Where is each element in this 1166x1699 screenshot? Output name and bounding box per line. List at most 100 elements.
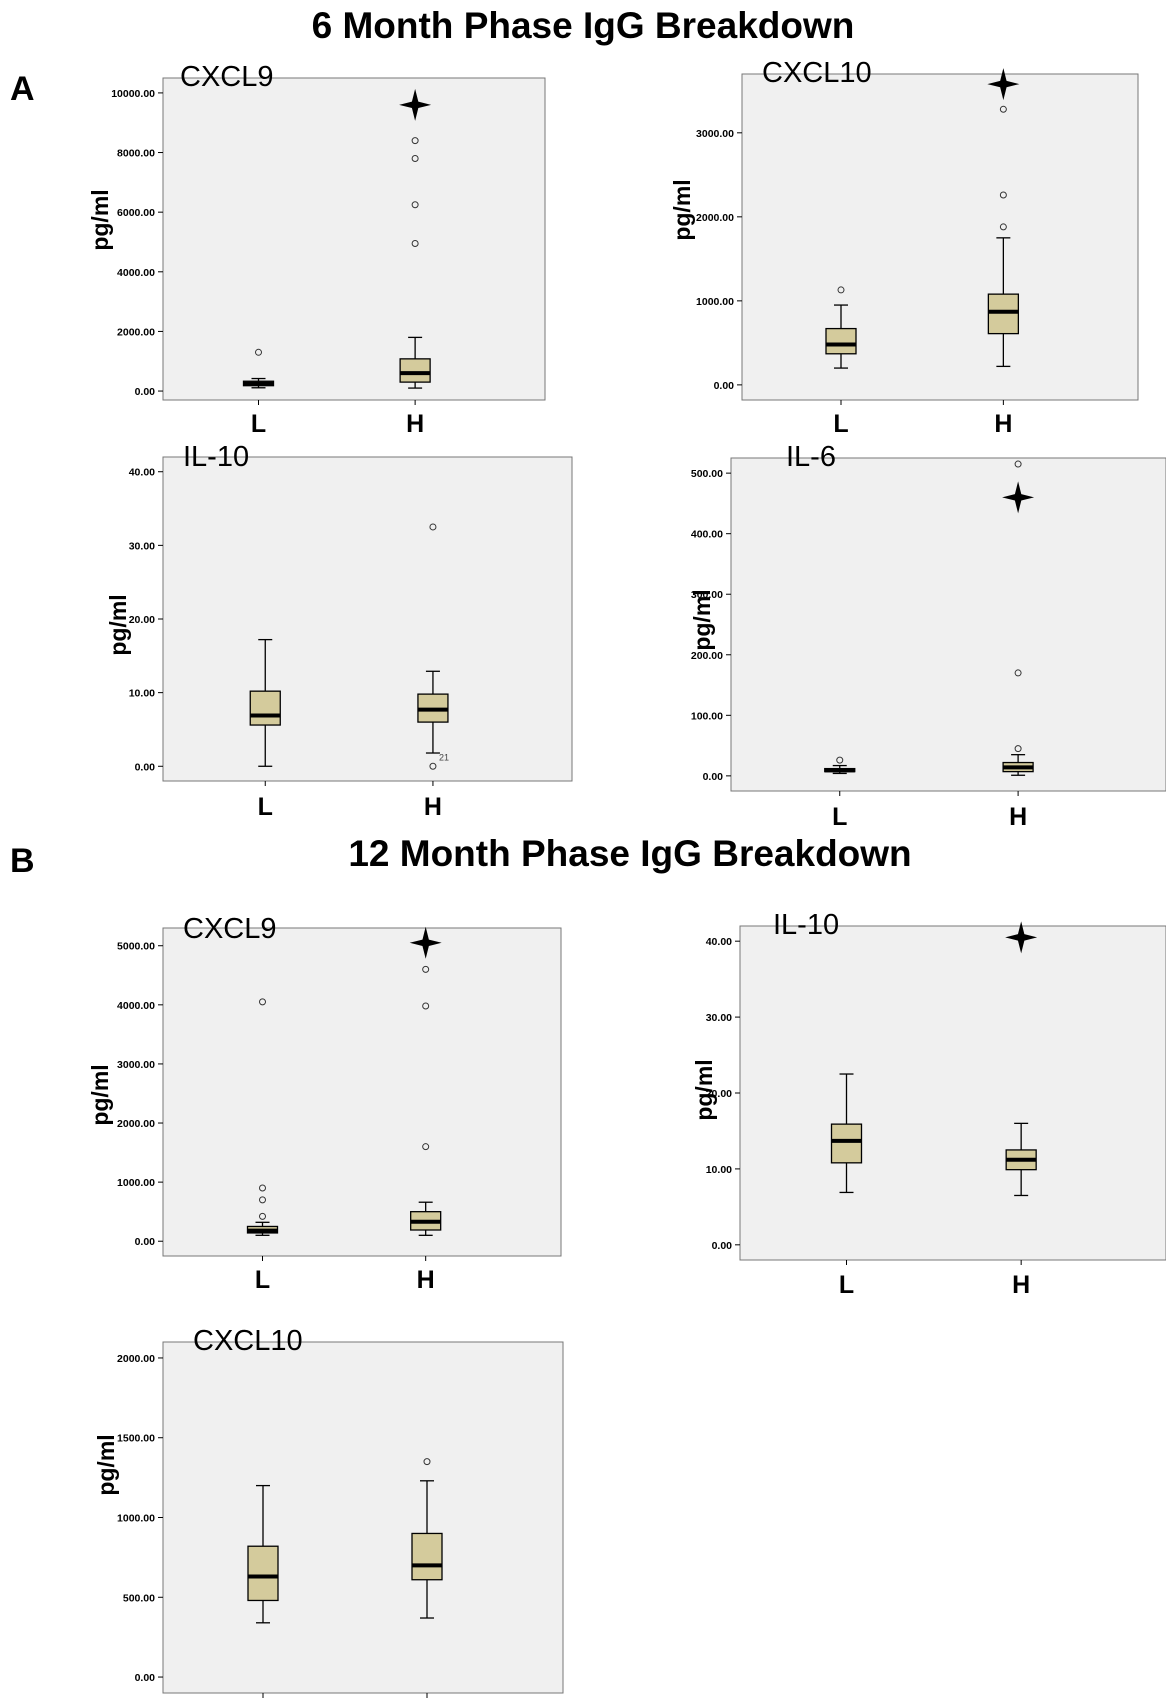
significance-star-icon	[409, 926, 442, 959]
category-label: L	[258, 793, 273, 821]
outlier-point	[1014, 745, 1022, 753]
plot-area	[162, 77, 546, 401]
iqr-box	[249, 690, 281, 726]
y-tick-label: 4000.00	[117, 267, 155, 279]
iqr-box	[825, 327, 857, 355]
category-label: H	[1012, 1271, 1030, 1299]
panels: 0.00 2000.00 4000.00 6000.00 8000.00 10000.00…	[87, 57, 1166, 1698]
y-tick-label: 2000.00	[117, 1118, 155, 1130]
plot-area	[730, 457, 1166, 792]
box-plot-panel: 0.00 10.00 20.00 30.00 40.00 IL-10 pg/ml L H	[691, 909, 1166, 1299]
y-tick-label: 0.00	[714, 380, 735, 392]
y-tick-label: 0.00	[135, 386, 156, 398]
y-tick-label: 1000.00	[117, 1513, 155, 1525]
y-tick-label: 2000.00	[117, 326, 155, 338]
panel-title: CXCL10	[193, 1325, 303, 1357]
box	[830, 1073, 863, 1194]
y-tick-label: 0.00	[135, 1236, 156, 1248]
panel-title: IL-10	[773, 909, 839, 941]
y-tick-label: 300.00	[691, 589, 723, 601]
section-a-letter: A	[10, 70, 35, 108]
y-tick-label: 500.00	[123, 1592, 155, 1604]
outlier-point	[429, 523, 437, 531]
y-axis-label: pg/ml	[691, 1059, 717, 1120]
box	[417, 523, 449, 770]
outlier-point	[423, 1458, 431, 1466]
box-plot-panel: 0.00 10.00 20.00 30.00 40.00 IL-10 pg/ml L H 21	[105, 441, 573, 821]
plot-area	[741, 73, 1139, 401]
y-tick-label: 20.00	[129, 614, 155, 626]
box-plot-panel: 0.00 1000.00 2000.00 3000.00 CXCL10 pg/ml L H	[669, 57, 1139, 438]
outlier-point	[259, 998, 266, 1006]
outlier-point	[837, 286, 845, 294]
significance-star-icon	[987, 68, 1020, 101]
y-tick-label: 8000.00	[117, 148, 155, 160]
y-tick-label: 1000.00	[696, 296, 734, 308]
box	[242, 348, 275, 389]
y-tick-label: 30.00	[706, 1012, 732, 1024]
y-axis-label: pg/ml	[689, 589, 715, 650]
significance-star-icon	[1005, 921, 1038, 954]
iqr-box	[987, 293, 1020, 335]
box	[246, 998, 279, 1236]
iqr-box	[399, 358, 431, 383]
box-plot-panel: 0.00 100.00 200.00 300.00 400.00 500.00 IL-6 pg…	[689, 441, 1166, 831]
box	[249, 638, 281, 767]
y-tick-label: 3000.00	[696, 128, 734, 140]
y-tick-label: 1000.00	[117, 1177, 155, 1189]
category-label: L	[839, 1271, 854, 1299]
section-b-title: 12 Month Phase IgG Breakdown	[348, 833, 911, 874]
y-tick-label: 100.00	[691, 710, 723, 722]
iqr-box	[411, 1532, 443, 1581]
outlier-point	[422, 1143, 430, 1151]
outlier-point	[429, 762, 437, 770]
y-axis-label: pg/ml	[105, 594, 131, 655]
y-tick-label: 4000.00	[117, 1000, 155, 1012]
box	[411, 1458, 443, 1619]
box	[825, 286, 857, 369]
outlier-point	[836, 756, 844, 764]
y-tick-label: 1500.00	[117, 1433, 155, 1445]
y-tick-label: 30.00	[129, 540, 155, 552]
panel-title: CXCL10	[762, 57, 872, 89]
y-tick-label: 10.00	[129, 688, 155, 700]
outlier-point	[259, 1184, 266, 1192]
box	[410, 965, 442, 1236]
outlier-point	[259, 1212, 266, 1220]
outlier-point	[1014, 460, 1022, 468]
category-label: H	[994, 410, 1012, 438]
category-label: H	[417, 1266, 435, 1294]
y-tick-label: 20.00	[706, 1088, 732, 1100]
outlier-point	[411, 239, 419, 247]
box	[399, 137, 431, 389]
outlier-point	[422, 965, 430, 973]
outlier-point	[259, 1196, 266, 1204]
outlier-point	[411, 137, 419, 145]
y-tick-label: 0.00	[135, 761, 156, 773]
y-axis-label: pg/ml	[93, 1434, 119, 1495]
box	[247, 1484, 279, 1624]
section-a-title: 6 Month Phase IgG Breakdown	[312, 5, 855, 46]
y-tick-label: 0.00	[135, 1672, 156, 1684]
y-tick-label: 10.00	[706, 1164, 732, 1176]
box	[1005, 1122, 1037, 1197]
y-tick-label: 10000.00	[111, 88, 155, 100]
y-tick-label: 400.00	[691, 529, 723, 541]
section-b-letter: B	[10, 842, 35, 880]
panel-title: CXCL9	[180, 61, 274, 93]
box-plot-panel: 0.00 500.00 1000.00 1500.00 2000.00 CXCL10 pg/…	[93, 1325, 564, 1698]
box	[824, 756, 856, 775]
category-label: H	[1009, 803, 1027, 831]
plot-area	[162, 456, 573, 782]
y-axis-label: pg/ml	[669, 179, 695, 240]
plot-area	[162, 927, 562, 1257]
outlier-point	[999, 223, 1007, 231]
y-tick-label: 3000.00	[117, 1059, 155, 1071]
y-tick-label: 6000.00	[117, 207, 155, 219]
category-label: H	[406, 410, 424, 438]
y-tick-label: 2000.00	[117, 1353, 155, 1365]
outlier-point	[411, 201, 419, 209]
category-label: L	[255, 1266, 270, 1294]
panel-title: IL-6	[786, 441, 836, 473]
